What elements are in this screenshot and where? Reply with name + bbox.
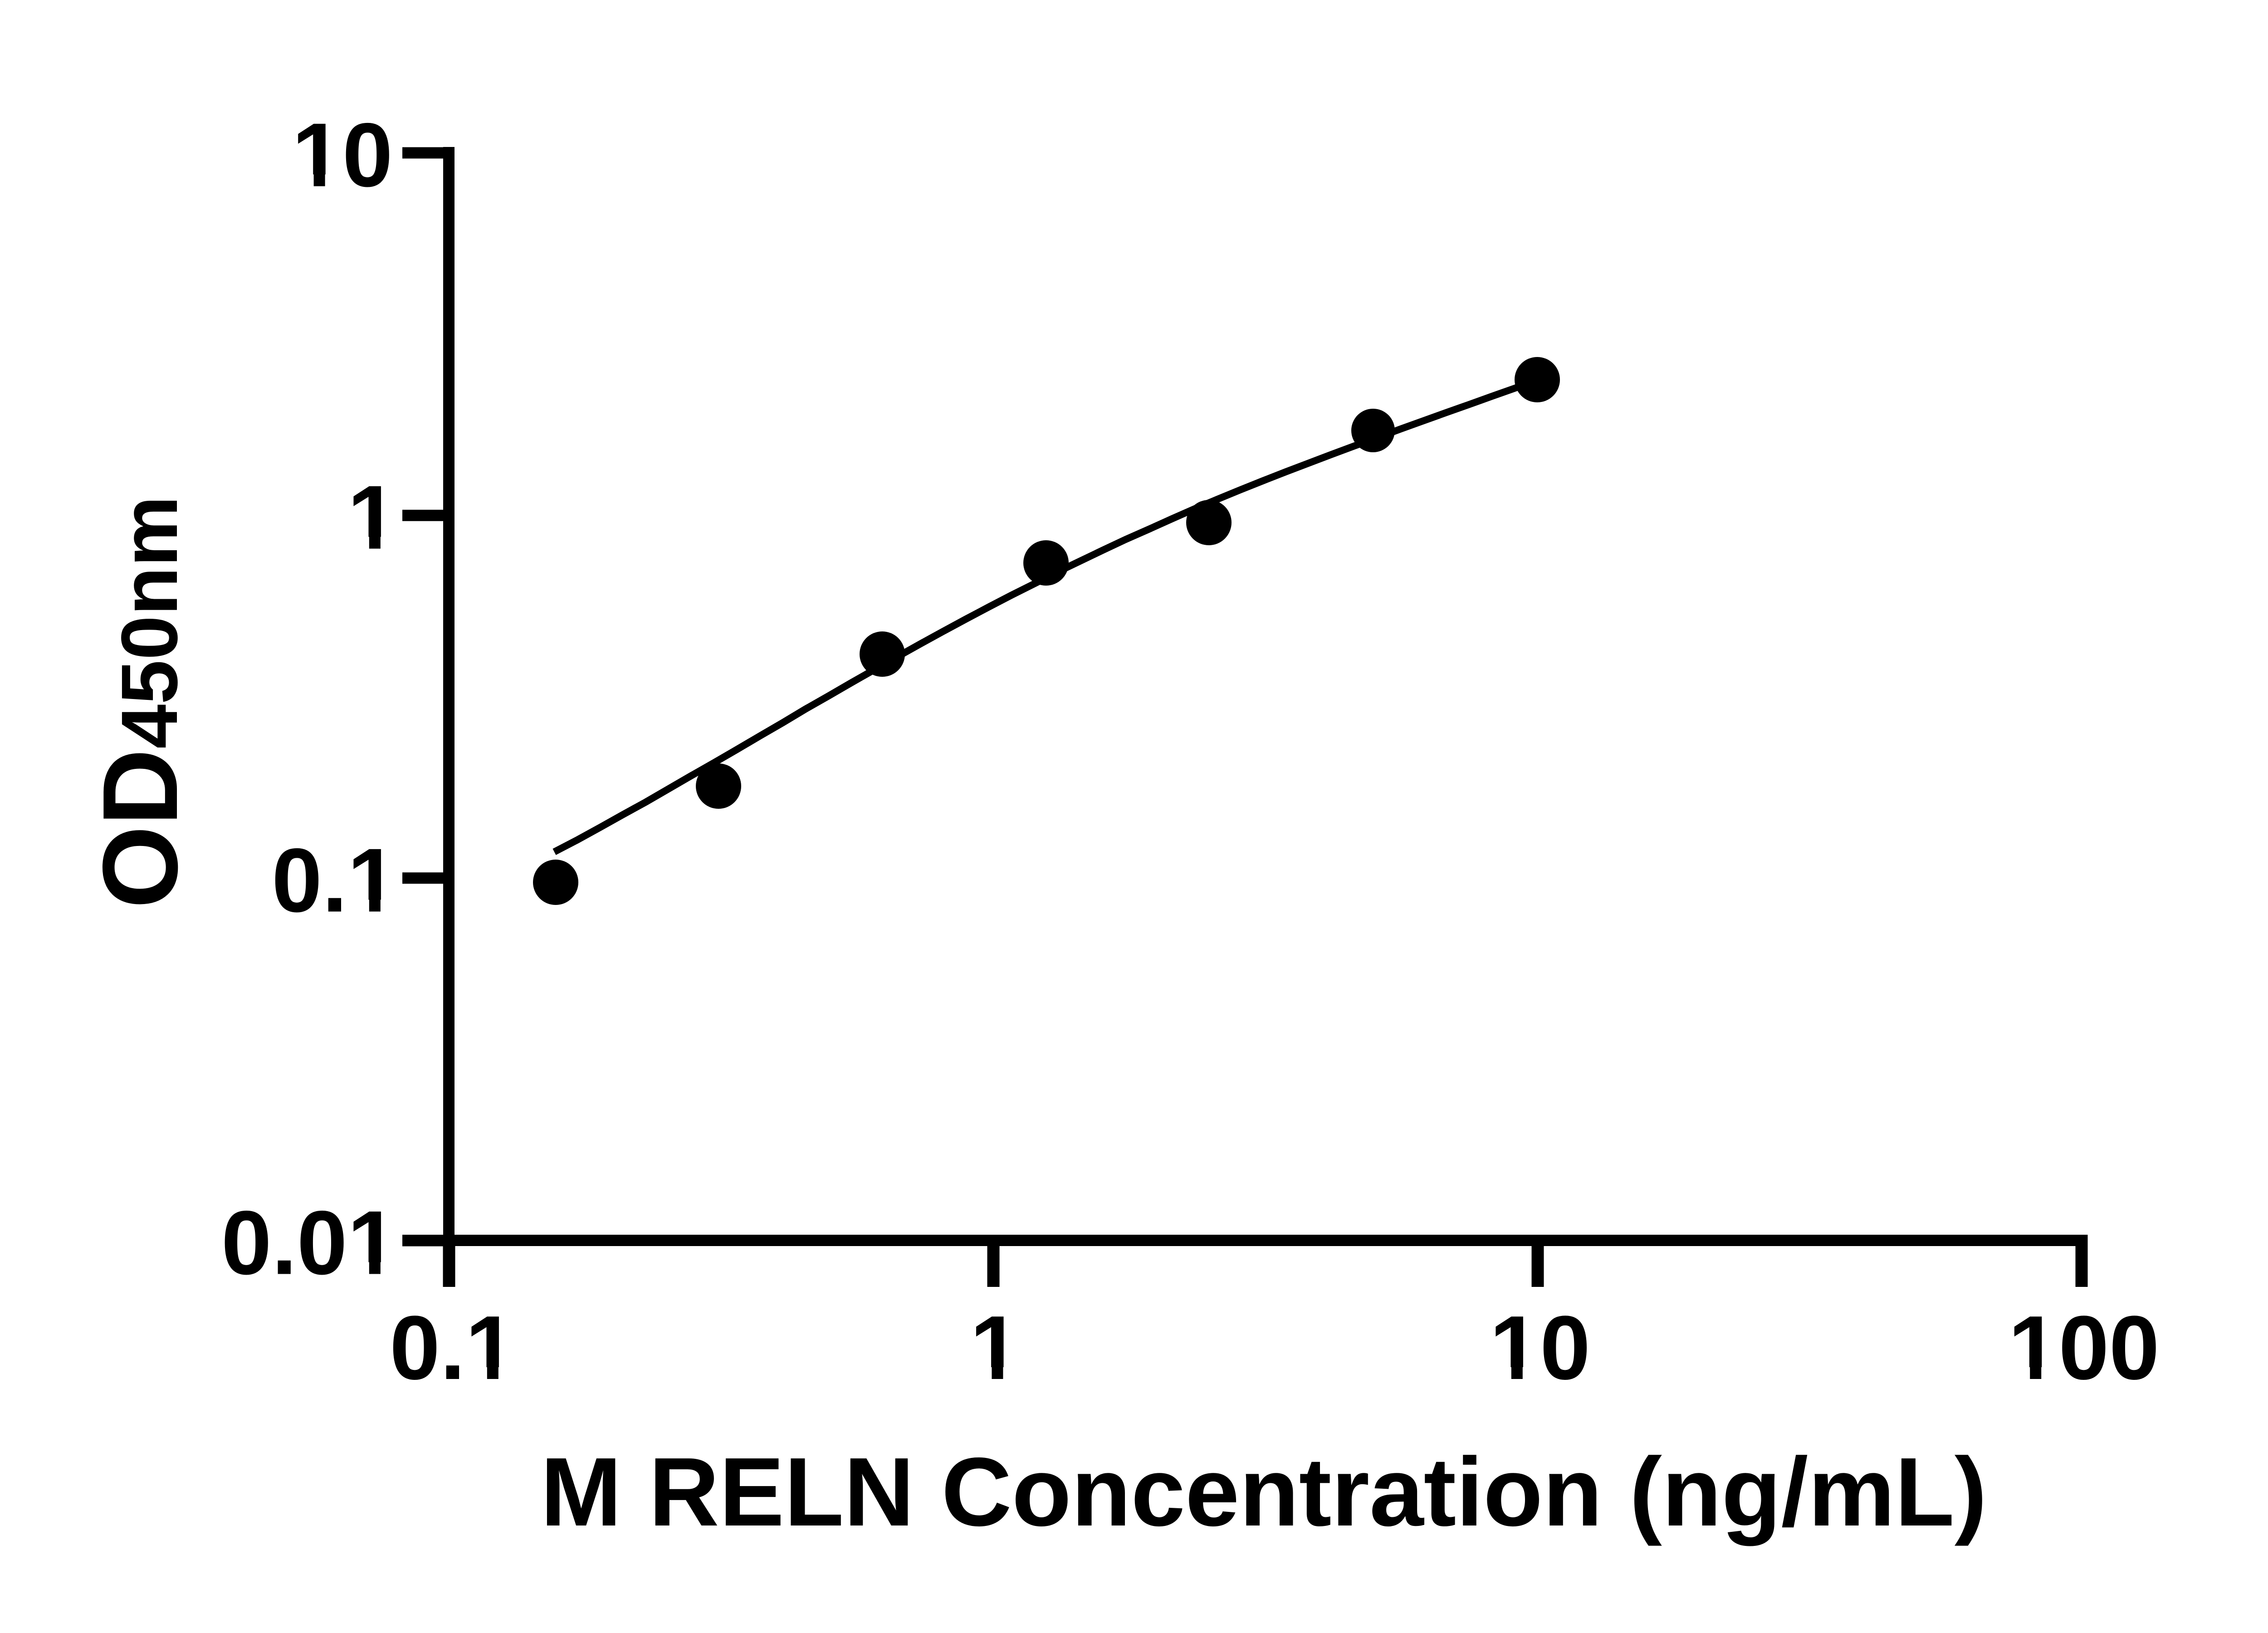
svg-text:M RELN Concentration (ng/mL): M RELN Concentration (ng/mL)	[541, 1437, 1987, 1546]
svg-text:0.1: 0.1	[272, 830, 398, 931]
svg-text:1: 1	[347, 467, 398, 568]
svg-text:100: 100	[2008, 1297, 2160, 1398]
svg-text:0.01: 0.01	[221, 1193, 398, 1294]
svg-text:10: 10	[1490, 1297, 1590, 1398]
svg-text:OD450nm: OD450nm	[80, 496, 200, 909]
svg-text:0.1: 0.1	[390, 1297, 516, 1398]
svg-text:10: 10	[292, 105, 393, 206]
svg-text:1: 1	[970, 1297, 1020, 1398]
